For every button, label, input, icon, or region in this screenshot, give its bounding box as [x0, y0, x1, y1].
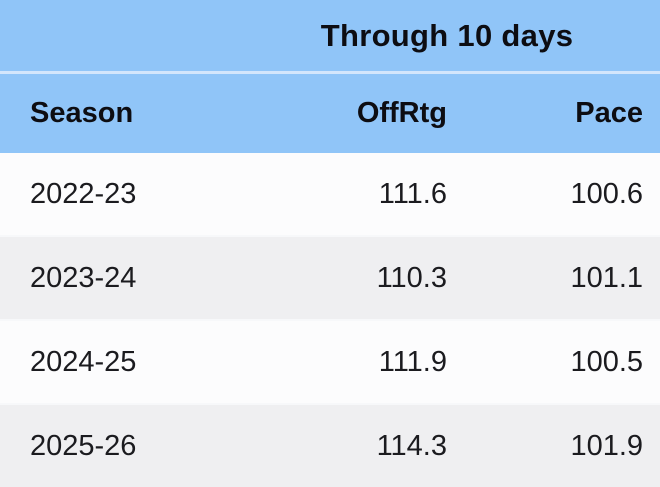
offrtg-cell: 114.3	[255, 403, 447, 487]
column-header-pace: Pace	[447, 72, 660, 153]
season-cell: 2023-24	[0, 235, 255, 320]
table-header: Through 10 days Season OffRtg Pace	[0, 0, 660, 153]
season-cell: 2024-25	[0, 319, 255, 404]
pace-cell: 101.9	[447, 403, 660, 487]
pace-cell: 101.1	[447, 235, 660, 320]
table-row: 2024-25 111.9 100.5	[0, 319, 660, 404]
column-header-season: Season	[0, 72, 255, 153]
group-header-through-10-days: Through 10 days	[255, 0, 660, 74]
offrtg-cell: 111.6	[255, 153, 447, 236]
group-header-spacer	[0, 0, 255, 74]
table-body: 2022-23 111.6 100.6 2023-24 110.3 101.1 …	[0, 153, 660, 487]
pace-cell: 100.6	[447, 153, 660, 236]
season-cell: 2025-26	[0, 403, 255, 487]
table-row: 2025-26 114.3 101.9	[0, 403, 660, 487]
group-header-row: Through 10 days	[0, 0, 660, 74]
table-row: 2022-23 111.6 100.6	[0, 153, 660, 236]
season-cell: 2022-23	[0, 153, 255, 236]
pace-cell: 100.5	[447, 319, 660, 404]
offrtg-cell: 110.3	[255, 235, 447, 320]
table-row: 2023-24 110.3 101.1	[0, 235, 660, 320]
column-header-row: Season OffRtg Pace	[0, 72, 660, 153]
offrtg-cell: 111.9	[255, 319, 447, 404]
column-header-offrtg: OffRtg	[255, 72, 447, 153]
